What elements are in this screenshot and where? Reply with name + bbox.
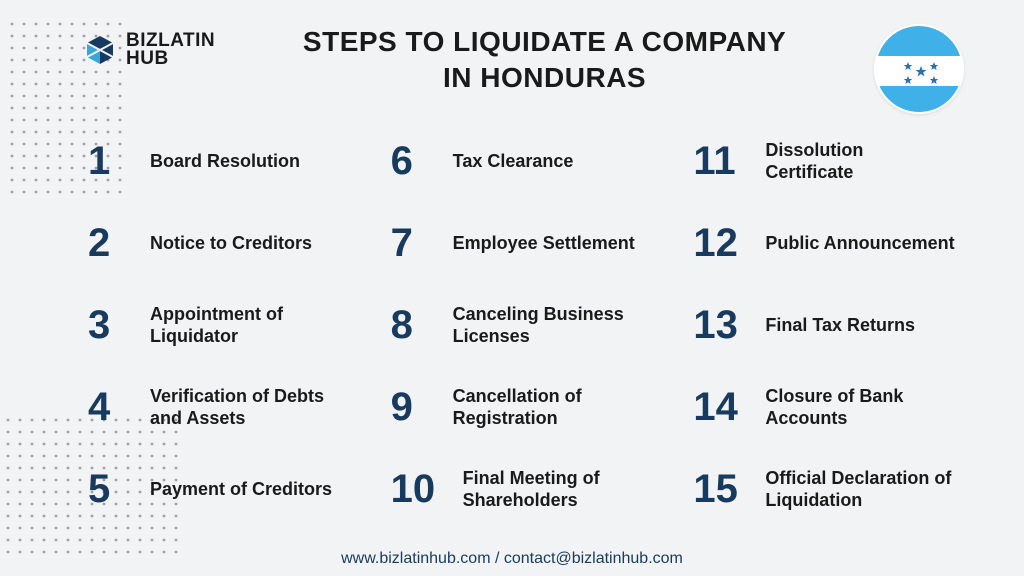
logo-mark-icon	[80, 30, 120, 70]
page: BIZLATIN HUB STEPS TO LIQUIDATE A COMPAN…	[0, 0, 1024, 576]
step-label: Board Resolution	[150, 150, 300, 173]
step-label: Closure of Bank Accounts	[765, 385, 956, 430]
step-item: 1 Board Resolution	[88, 132, 351, 190]
step-item: 4 Verification of Debts and Assets	[88, 378, 351, 436]
step-item: 10 Final Meeting of Shareholders	[391, 460, 654, 518]
brand-logo: BIZLATIN HUB	[80, 30, 215, 70]
step-item: 9 Cancellation of Registration	[391, 378, 654, 436]
step-item: 12 Public Announcement	[693, 214, 956, 272]
step-number: 2	[88, 223, 132, 263]
step-number: 7	[391, 223, 435, 263]
step-item: 5 Payment of Creditors	[88, 460, 351, 518]
step-number: 5	[88, 469, 132, 509]
step-number: 13	[693, 305, 747, 345]
step-item: 3 Appointment of Liquidator	[88, 296, 351, 354]
title-line1: STEPS TO LIQUIDATE A COMPANY	[235, 24, 854, 60]
step-number: 11	[693, 141, 747, 181]
steps-grid: 1 Board Resolution 6 Tax Clearance 11 Dissolu…	[80, 132, 964, 518]
step-number: 3	[88, 305, 132, 345]
step-item: 2 Notice to Creditors	[88, 214, 351, 272]
header: BIZLATIN HUB STEPS TO LIQUIDATE A COMPAN…	[80, 24, 964, 114]
step-number: 1	[88, 141, 132, 181]
step-number: 9	[391, 387, 435, 427]
step-label: Final Tax Returns	[765, 314, 915, 337]
step-number: 8	[391, 305, 435, 345]
step-label: Payment of Creditors	[150, 478, 332, 501]
step-item: 8 Canceling Business Licenses	[391, 296, 654, 354]
step-item: 13 Final Tax Returns	[693, 296, 956, 354]
step-label: Official Declaration of Liquidation	[765, 467, 956, 512]
step-label: Canceling Business Licenses	[453, 303, 654, 348]
step-number: 12	[693, 223, 747, 263]
step-label: Dissolution Certificate	[765, 139, 956, 184]
step-label: Appointment of Liquidator	[150, 303, 351, 348]
step-number: 15	[693, 469, 747, 509]
page-title: STEPS TO LIQUIDATE A COMPANY IN HONDURAS	[215, 24, 874, 97]
step-label: Cancellation of Registration	[453, 385, 654, 430]
step-label: Notice to Creditors	[150, 232, 312, 255]
step-item: 7 Employee Settlement	[391, 214, 654, 272]
step-label: Verification of Debts and Assets	[150, 385, 351, 430]
step-label: Public Announcement	[765, 232, 954, 255]
step-item: 6 Tax Clearance	[391, 132, 654, 190]
step-label: Final Meeting of Shareholders	[463, 467, 654, 512]
step-label: Employee Settlement	[453, 232, 635, 255]
step-item: 14 Closure of Bank Accounts	[693, 378, 956, 436]
brand-line2: HUB	[126, 50, 215, 68]
step-label: Tax Clearance	[453, 150, 574, 173]
step-number: 14	[693, 387, 747, 427]
honduras-flag-icon	[874, 24, 964, 114]
step-number: 4	[88, 387, 132, 427]
title-line2: IN HONDURAS	[235, 60, 854, 96]
footer-contact: www.bizlatinhub.com / contact@bizlatinhu…	[0, 550, 1024, 568]
step-number: 6	[391, 141, 435, 181]
step-number: 10	[391, 469, 445, 509]
step-item: 11 Dissolution Certificate	[693, 132, 956, 190]
brand-name: BIZLATIN HUB	[126, 32, 215, 68]
step-item: 15 Official Declaration of Liquidation	[693, 460, 956, 518]
